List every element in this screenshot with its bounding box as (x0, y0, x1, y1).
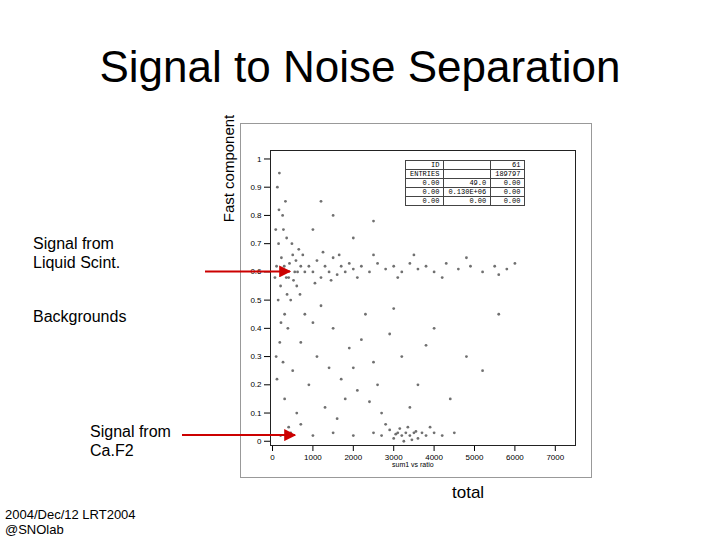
html-text:ENTRIES: ENTRIES (410, 170, 440, 178)
html-text:sum1 vs ratio: sum1 vs ratio (392, 461, 434, 468)
html-text:Fast component: Fast component (219, 114, 237, 223)
svg-text:0.9: 0.9 (250, 183, 262, 192)
svg-text:0: 0 (257, 437, 262, 446)
html-text:0.00: 0.00 (503, 188, 521, 196)
html-text:0.00: 0.00 (422, 188, 440, 196)
html-text:0.00: 0.00 (422, 197, 440, 205)
svg-text:0.7: 0.7 (250, 239, 262, 248)
html-text:Signal from Ca.F2: Signal from Ca.F2 (90, 423, 171, 459)
svg-text:1000: 1000 (304, 453, 322, 462)
svg-text:0: 0 (270, 453, 275, 462)
html-text:49.0: 49.0 (469, 179, 487, 187)
html-text:total: total (452, 483, 485, 502)
html-text:61: 61 (512, 161, 521, 169)
svg-text:0.6: 0.6 (250, 267, 262, 276)
svg-text:6000: 6000 (506, 453, 524, 462)
svg-text:0.8: 0.8 (250, 211, 262, 220)
html-text:0.00: 0.00 (469, 197, 487, 205)
svg-text:5000: 5000 (466, 453, 484, 462)
svg-text:7000: 7000 (546, 453, 564, 462)
svg-text:0.5: 0.5 (250, 296, 262, 305)
svg-text:0.3: 0.3 (250, 352, 262, 361)
html-text:189797: 189797 (495, 170, 521, 178)
svg-text:2000: 2000 (344, 453, 362, 462)
html-text:Signal from Liquid Scint.: Signal from Liquid Scint. (33, 235, 121, 271)
html-text:ID: ID (431, 161, 440, 169)
html-text:2004/Dec/12 LRT2004 @SNOlab: 2004/Dec/12 LRT2004 @SNOlab (5, 507, 136, 537)
html-text:0.130E+06: 0.130E+06 (448, 188, 487, 196)
html-text:Backgrounds: Backgrounds (33, 308, 127, 325)
html-text:0.00: 0.00 (503, 197, 521, 205)
svg-text:4000: 4000 (425, 453, 443, 462)
svg-text:1: 1 (257, 155, 262, 164)
svg-text:0.2: 0.2 (250, 380, 262, 389)
svg-text:0.4: 0.4 (250, 324, 262, 333)
html-text:Signal to Noise Separation: Signal to Noise Separation (99, 42, 621, 91)
svg-text:0.1: 0.1 (250, 409, 262, 418)
svg-text:3000: 3000 (385, 453, 403, 462)
html-text:0.00: 0.00 (422, 179, 440, 187)
html-text:0.00: 0.00 (503, 179, 521, 187)
